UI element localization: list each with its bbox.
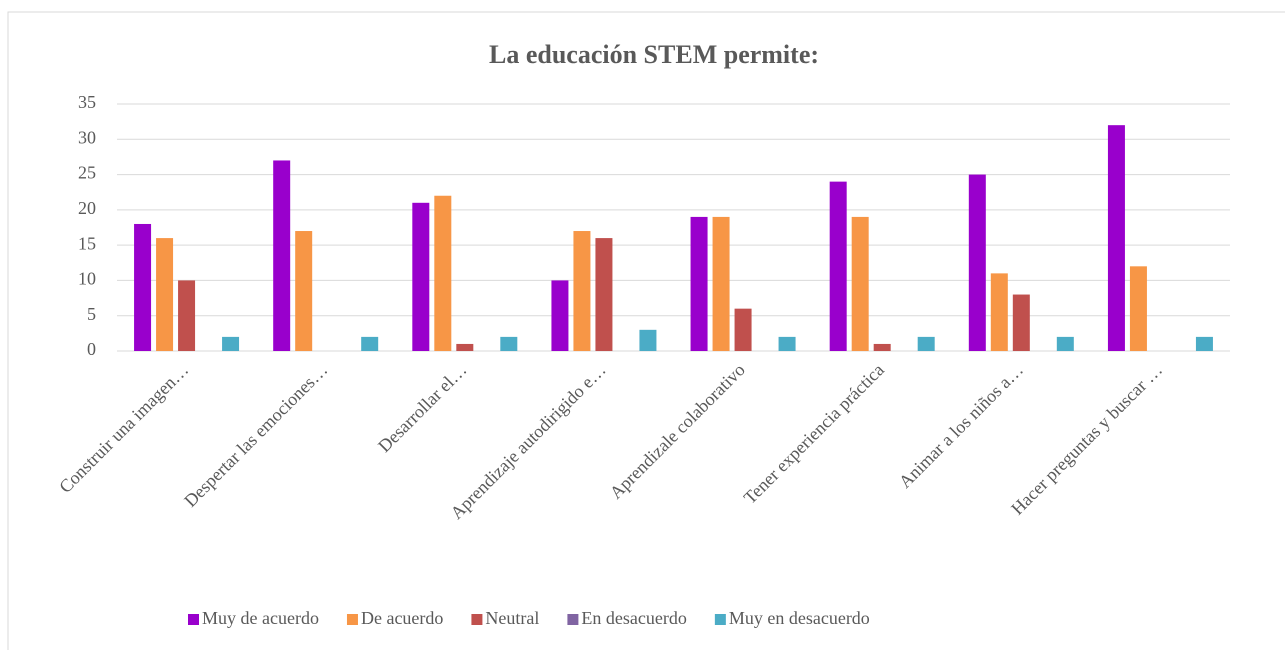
- bar: [500, 336, 518, 351]
- bar: [1129, 266, 1147, 351]
- legend-swatch: [567, 614, 579, 625]
- bar: [917, 336, 935, 351]
- bar: [222, 336, 240, 351]
- y-tick-label: 30: [78, 127, 96, 147]
- bar: [434, 195, 452, 351]
- legend-label: De acuerdo: [361, 608, 443, 628]
- legend-label: Muy en desacuerdo: [729, 608, 870, 628]
- bar: [573, 231, 591, 351]
- bar: [734, 308, 752, 351]
- bar: [178, 280, 196, 351]
- legend-swatch: [188, 614, 199, 625]
- bar: [295, 231, 313, 351]
- legend-swatch: [714, 614, 726, 625]
- y-tick-label: 15: [78, 233, 96, 253]
- bar: [990, 273, 1008, 351]
- bar: [1195, 336, 1213, 351]
- bar: [829, 181, 847, 351]
- bar: [273, 160, 291, 351]
- bar: [156, 238, 174, 351]
- y-tick-label: 10: [78, 269, 96, 289]
- bar: [595, 238, 613, 351]
- bar: [412, 202, 430, 351]
- chart-title: La educación STEM permite:: [489, 40, 819, 69]
- y-tick-label: 35: [78, 92, 96, 112]
- bar: [456, 343, 474, 351]
- legend-swatch: [346, 614, 358, 625]
- bar: [551, 280, 569, 351]
- bar: [1056, 336, 1074, 351]
- bar: [851, 216, 869, 351]
- legend-label: Muy de acuerdo: [202, 608, 319, 628]
- y-tick-label: 20: [78, 198, 96, 218]
- legend-swatch: [471, 614, 483, 625]
- bar: [639, 329, 657, 351]
- bar: [873, 343, 891, 351]
- y-tick-label: 0: [87, 339, 96, 359]
- bar: [968, 174, 986, 351]
- bar: [690, 216, 708, 351]
- bar: [1107, 125, 1125, 352]
- y-tick-label: 5: [87, 304, 96, 324]
- legend-label: En desacuerdo: [581, 608, 686, 628]
- bar: [134, 223, 152, 351]
- legend-label: Neutral: [485, 608, 539, 628]
- bar: [778, 336, 796, 351]
- bar: [361, 336, 379, 351]
- y-tick-label: 25: [78, 163, 96, 183]
- bar: [712, 216, 730, 351]
- bar: [1012, 294, 1030, 351]
